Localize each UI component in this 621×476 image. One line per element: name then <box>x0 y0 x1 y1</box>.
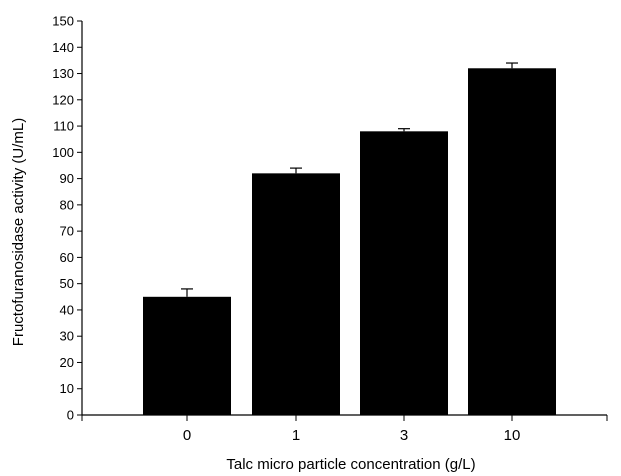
y-tick-label: 110 <box>53 119 74 134</box>
bar <box>252 173 340 415</box>
y-tick-label: 70 <box>60 224 74 239</box>
y-tick-label: 140 <box>52 40 74 55</box>
bars <box>143 68 556 415</box>
error-bars <box>181 62 518 297</box>
y-tick-label: 10 <box>60 381 74 396</box>
x-ticks: 0 1 3 10 <box>81 415 608 444</box>
x-tick-label: 10 <box>504 427 521 444</box>
y-tick-label: 90 <box>60 171 74 186</box>
y-axis-title: Fructofuranosidase activity (U/mL) <box>10 118 27 346</box>
y-tick-label: 120 <box>52 92 74 107</box>
y-ticks: 0 10 20 30 40 50 60 70 80 90 100 110 120 130 140 150 <box>52 14 82 423</box>
y-tick-label: 50 <box>60 276 74 291</box>
x-tick-label: 0 <box>183 427 191 444</box>
y-tick-label: 150 <box>52 14 74 29</box>
y-tick-label: 60 <box>60 250 74 265</box>
bar <box>468 68 556 415</box>
y-tick-label: 30 <box>60 329 74 344</box>
y-tick-label: 40 <box>60 302 74 317</box>
bar <box>143 296 231 415</box>
y-tick-label: 0 <box>67 408 74 423</box>
x-axis-title: Talc micro particle concentration (g/L) <box>226 456 475 473</box>
x-tick-label: 1 <box>292 427 300 444</box>
x-tick-label: 3 <box>400 427 408 444</box>
y-tick-label: 100 <box>52 145 74 160</box>
y-tick-label: 130 <box>52 66 74 81</box>
bar <box>360 131 448 415</box>
y-tick-label: 80 <box>60 197 74 212</box>
y-tick-label: 20 <box>60 355 74 370</box>
